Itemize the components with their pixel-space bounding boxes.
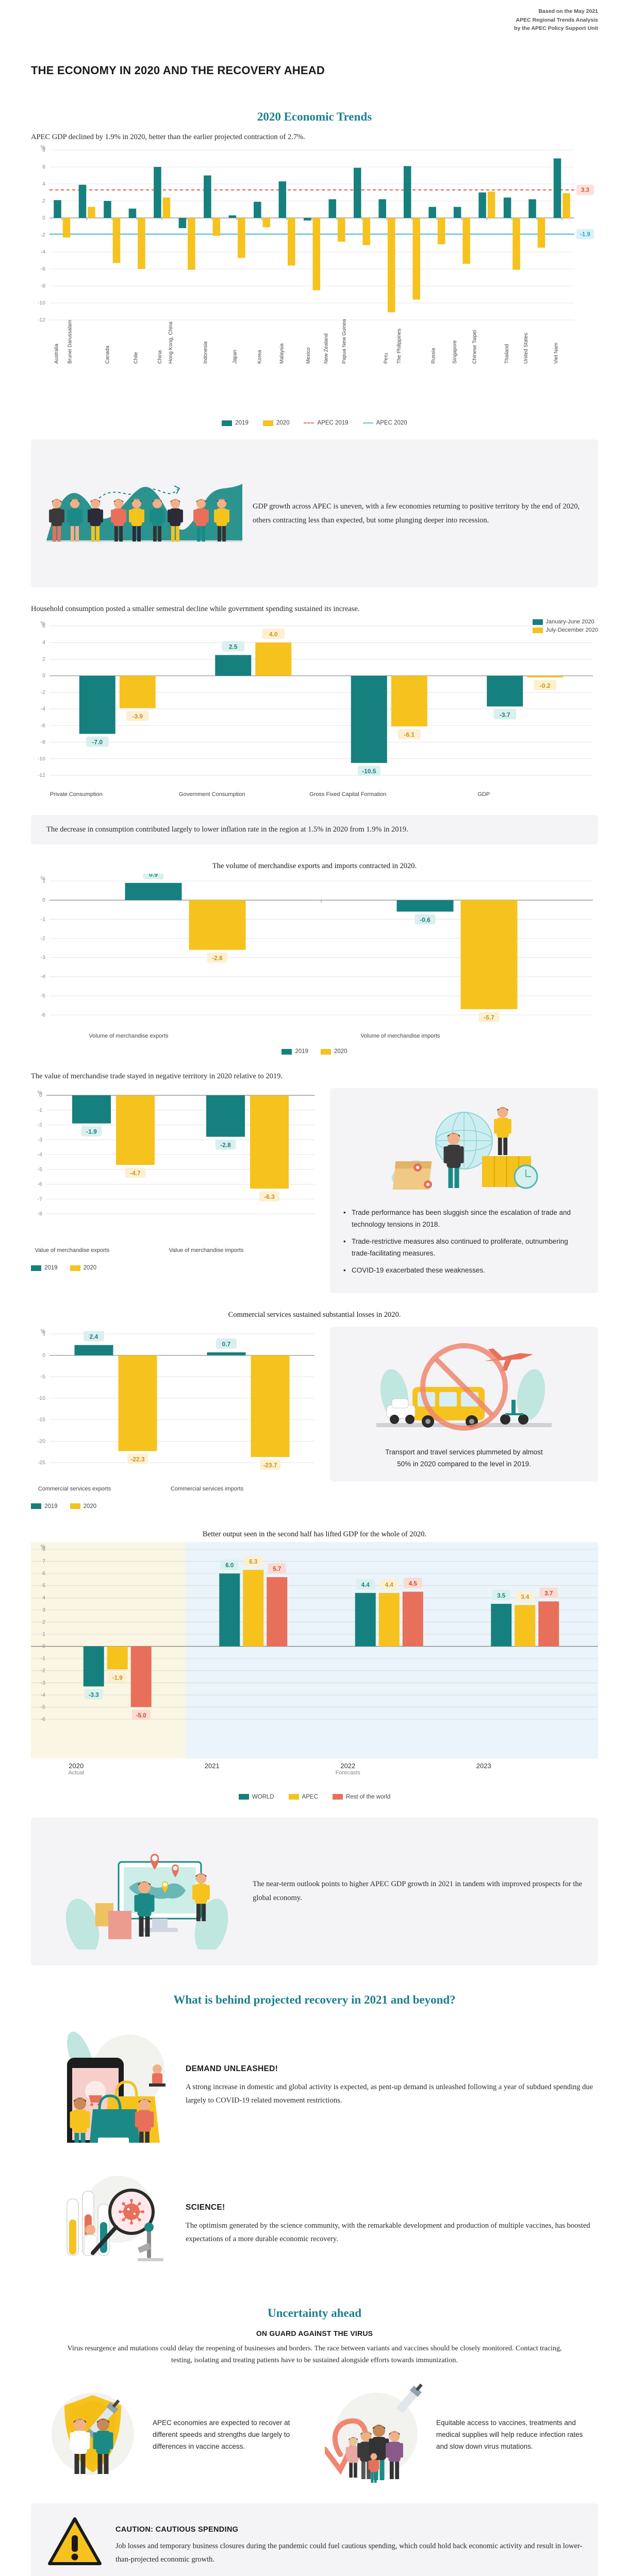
svg-text:-6: -6 <box>41 1012 45 1018</box>
svg-text:-5: -5 <box>41 1704 45 1710</box>
svg-text:-2: -2 <box>41 689 45 696</box>
svg-text:-0.6: -0.6 <box>420 916 431 923</box>
svg-text:2: 2 <box>42 198 45 204</box>
svg-text:-5.7: -5.7 <box>484 1014 494 1021</box>
svg-text:4: 4 <box>42 639 45 646</box>
svg-text:-1.9: -1.9 <box>580 231 590 238</box>
svg-text:-0.2: -0.2 <box>540 682 551 689</box>
svg-text:-8: -8 <box>38 1211 42 1217</box>
svg-text:0.7: 0.7 <box>222 1341 231 1348</box>
svg-text:4: 4 <box>42 1595 45 1601</box>
svg-text:%: % <box>38 1090 42 1096</box>
svg-text:-6.1: -6.1 <box>404 731 415 738</box>
svg-text:-10: -10 <box>38 300 45 306</box>
svg-text:-4: -4 <box>41 1692 45 1698</box>
svg-text:-4: -4 <box>41 974 45 980</box>
svg-text:-8: -8 <box>41 283 45 289</box>
svg-text:-12: -12 <box>38 317 45 323</box>
svg-text:2.4: 2.4 <box>90 1333 98 1340</box>
svg-text:-2: -2 <box>41 935 45 941</box>
svg-text:2: 2 <box>42 1619 45 1625</box>
svg-text:0: 0 <box>42 673 45 679</box>
svg-text:-4.7: -4.7 <box>130 1170 141 1177</box>
svg-text:4: 4 <box>42 181 45 187</box>
svg-text:2.5: 2.5 <box>229 643 238 650</box>
svg-text:-22.3: -22.3 <box>130 1455 145 1463</box>
svg-text:2: 2 <box>42 656 45 662</box>
svg-text:3: 3 <box>42 1607 45 1613</box>
svg-text:-2.6: -2.6 <box>212 955 223 962</box>
svg-text:6.3: 6.3 <box>249 1559 257 1565</box>
svg-text:4.0: 4.0 <box>269 631 278 638</box>
svg-text:%: % <box>41 1328 45 1334</box>
svg-text:-20: -20 <box>38 1438 45 1444</box>
svg-text:3.7: 3.7 <box>544 1590 553 1597</box>
svg-text:0: 0 <box>42 1643 45 1649</box>
svg-text:0.9: 0.9 <box>149 874 158 878</box>
svg-text:4.4: 4.4 <box>385 1582 394 1588</box>
svg-text:-2.8: -2.8 <box>220 1142 231 1149</box>
svg-text:-1.9: -1.9 <box>86 1128 97 1136</box>
svg-text:-6: -6 <box>41 722 45 728</box>
svg-text:6: 6 <box>42 1570 45 1577</box>
svg-text:-10: -10 <box>38 756 45 762</box>
svg-text:6: 6 <box>42 164 45 170</box>
svg-text:-3.3: -3.3 <box>89 1692 99 1698</box>
svg-text:-6: -6 <box>38 1181 42 1188</box>
svg-text:4.4: 4.4 <box>361 1582 370 1588</box>
svg-text:7: 7 <box>42 1558 45 1564</box>
svg-text:0: 0 <box>42 1352 45 1358</box>
svg-text:4.5: 4.5 <box>409 1581 418 1587</box>
svg-text:-15: -15 <box>38 1416 45 1422</box>
svg-text:-3: -3 <box>38 1137 42 1143</box>
svg-text:%: % <box>41 145 45 150</box>
svg-text:-1: -1 <box>41 1655 45 1662</box>
svg-text:-2: -2 <box>41 1667 45 1673</box>
svg-text:%: % <box>41 1544 45 1550</box>
svg-text:5: 5 <box>42 1582 45 1588</box>
svg-text:-6.3: -6.3 <box>264 1193 275 1200</box>
svg-text:-3.7: -3.7 <box>500 711 510 718</box>
svg-text:%: % <box>41 875 45 882</box>
svg-text:-5: -5 <box>38 1166 42 1173</box>
svg-text:%: % <box>41 620 45 626</box>
svg-text:-7: -7 <box>38 1196 42 1202</box>
svg-text:-12: -12 <box>38 772 45 778</box>
svg-text:-1: -1 <box>41 916 45 922</box>
svg-text:-10: -10 <box>38 1395 45 1401</box>
svg-text:0: 0 <box>42 215 45 221</box>
svg-text:-7.0: -7.0 <box>92 738 103 745</box>
svg-text:-2: -2 <box>41 232 45 238</box>
svg-text:-5: -5 <box>41 993 45 999</box>
svg-text:1: 1 <box>42 1631 45 1637</box>
svg-text:-23.7: -23.7 <box>263 1462 277 1469</box>
svg-text:-10.5: -10.5 <box>362 768 376 775</box>
svg-text:3.4: 3.4 <box>521 1594 529 1600</box>
svg-text:-6: -6 <box>41 266 45 272</box>
svg-text:-3.9: -3.9 <box>132 713 143 720</box>
svg-text:-3: -3 <box>41 1680 45 1686</box>
svg-text:-1: -1 <box>38 1107 42 1113</box>
svg-text:-25: -25 <box>38 1460 45 1466</box>
svg-text:-5.0: -5.0 <box>136 1713 146 1719</box>
svg-text:-5: -5 <box>41 1374 45 1380</box>
svg-text:-4: -4 <box>38 1151 42 1158</box>
svg-text:6.0: 6.0 <box>225 1563 234 1569</box>
svg-text:0: 0 <box>42 897 45 903</box>
svg-text:-4: -4 <box>41 249 45 255</box>
svg-text:-6: -6 <box>41 1716 45 1722</box>
svg-text:-2: -2 <box>38 1122 42 1128</box>
svg-text:5.7: 5.7 <box>273 1566 281 1572</box>
svg-text:-1.9: -1.9 <box>112 1675 123 1681</box>
svg-text:-3: -3 <box>41 955 45 961</box>
svg-text:-8: -8 <box>41 739 45 745</box>
svg-text:3.3: 3.3 <box>581 188 589 194</box>
svg-text:3.5: 3.5 <box>497 1593 506 1599</box>
svg-text:-4: -4 <box>41 706 45 712</box>
